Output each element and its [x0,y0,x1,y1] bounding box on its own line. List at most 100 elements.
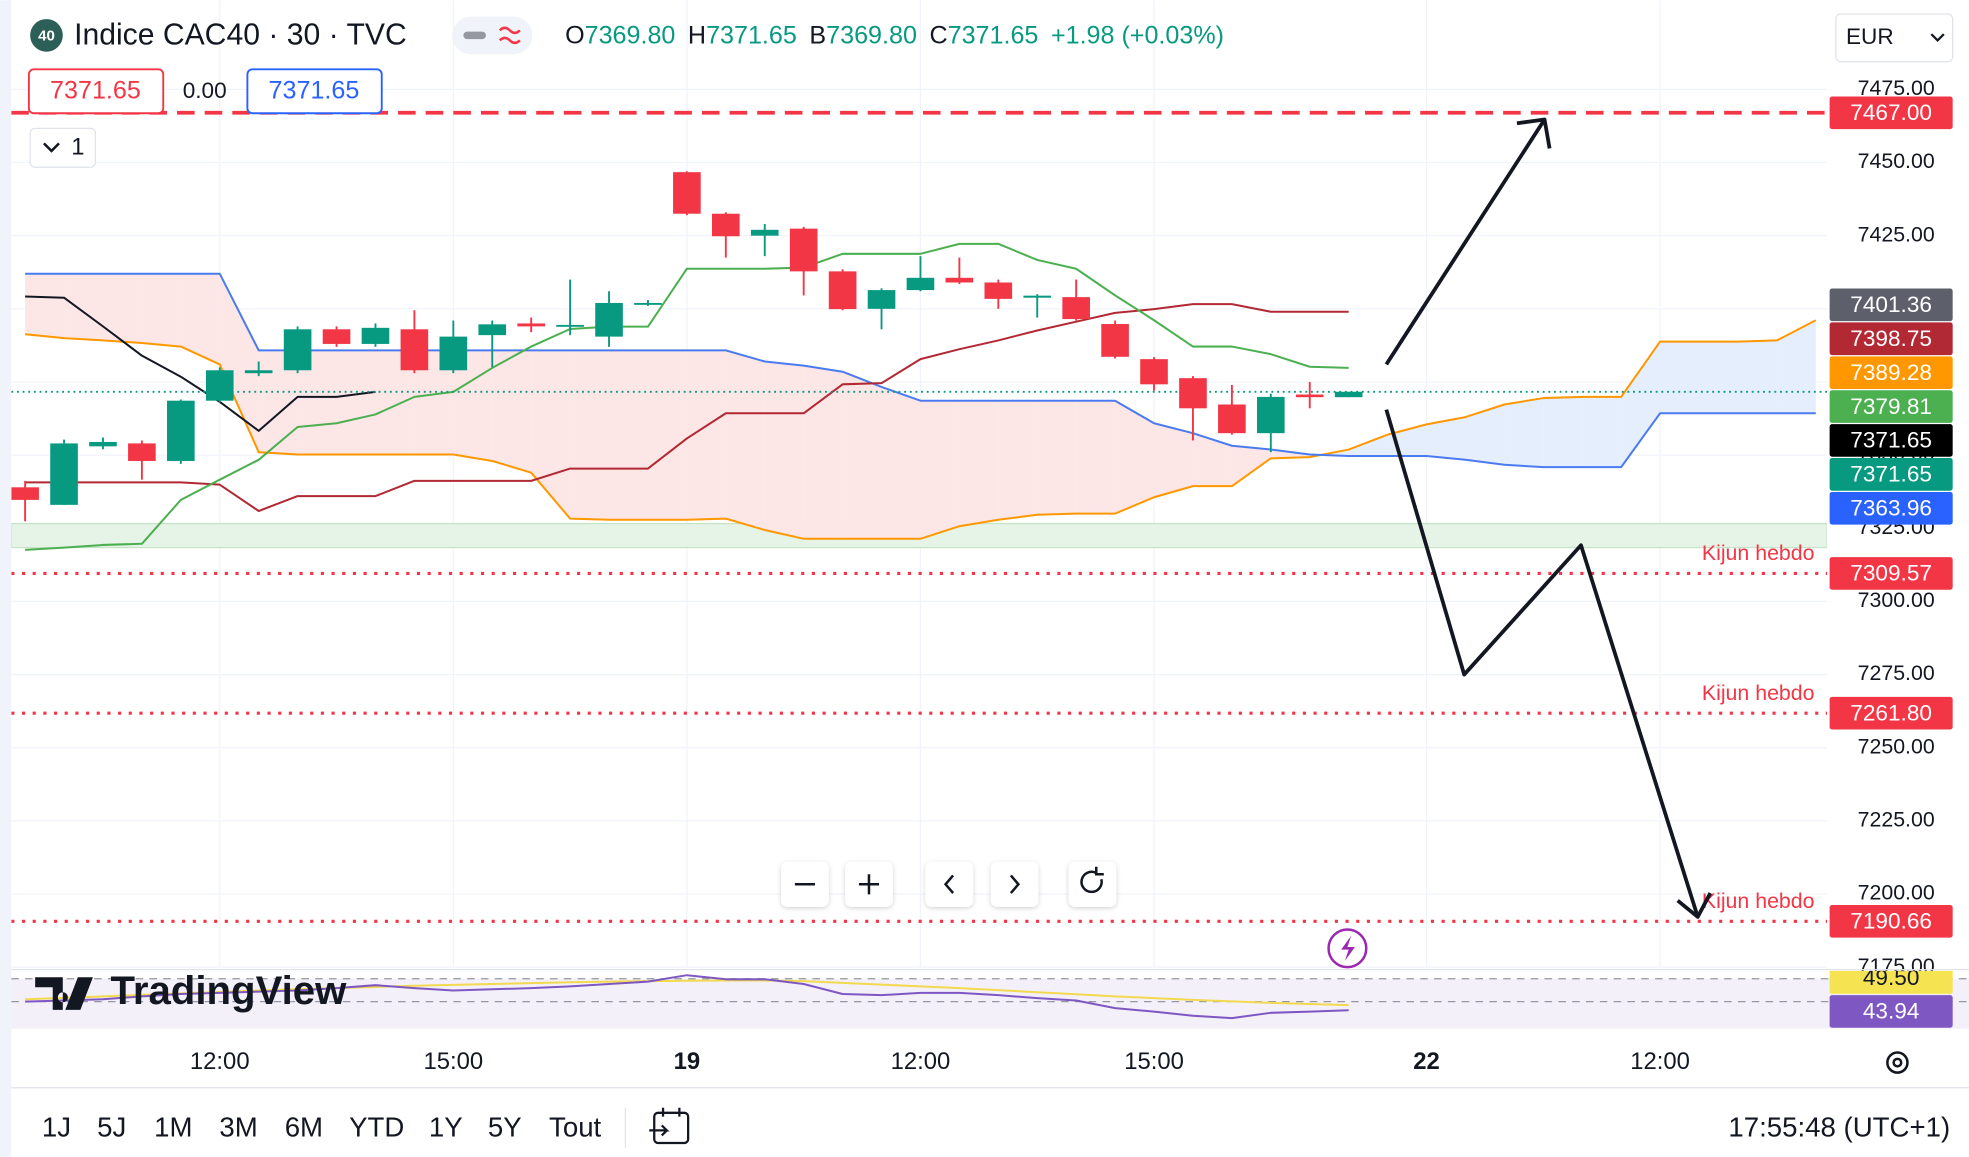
x-tick-label: 15:00 [1124,1048,1184,1075]
candle-body [867,290,896,309]
calendar-icon[interactable] [653,1111,690,1145]
zoom-controls [781,861,1117,907]
y-tick-label: 7425.00 [1858,222,1935,246]
price-tag [1829,96,1953,130]
range-button[interactable]: 1Y [429,1111,463,1142]
line [25,319,1817,540]
candle-body [244,370,273,374]
y-tick-label: 7475.00 [1858,76,1935,100]
candle-body [50,443,78,505]
price-tag [1829,491,1953,525]
candle-body [1062,297,1090,320]
arrow-head [1676,892,1712,919]
cloud [959,400,999,527]
y-tick-label: 7275.00 [1858,661,1935,685]
range-button[interactable]: 3M [219,1111,257,1142]
cloud [725,350,765,531]
hline-label: Kijun hebdo [1702,681,1815,705]
price-tag-label: 7261.80 [1850,700,1932,725]
symbol-title[interactable]: Indice CAC40 · 30 · TVC [74,19,407,52]
range-button[interactable]: 5J [97,1111,126,1142]
candle-body [673,172,701,214]
x-tick-label: 12:00 [891,1048,951,1075]
price-tag [1829,970,1953,994]
line [25,242,1349,551]
cloud [1543,396,1583,468]
range-button[interactable]: Tout [549,1111,602,1142]
sell-button[interactable] [27,68,165,115]
price-tag-label: 7379.81 [1850,394,1932,419]
range-button[interactable]: 6M [285,1111,323,1142]
cloud [1504,398,1544,468]
cloud [842,371,882,539]
price-tag-label: 49.50 [1863,965,1920,990]
candle-body [595,302,623,337]
buy-button[interactable] [246,68,383,115]
cloud [1231,445,1271,487]
price-tag-label: 43.94 [1863,999,1920,1024]
candle-body [439,336,468,371]
cloud [1660,341,1700,414]
symbol-badge [30,19,63,52]
icon [1080,866,1104,894]
logo-mark [35,977,93,1010]
calendar-icon [649,1107,681,1137]
indicator-pill[interactable] [452,16,533,55]
left-edge [0,0,12,1157]
candle-body [906,277,935,291]
chevron [43,142,60,153]
cloud [803,365,843,539]
cloud [1426,417,1466,460]
range-button[interactable]: 5Y [488,1111,522,1142]
scroll-right[interactable] [990,861,1039,907]
candle-body [478,324,507,336]
y-tick-label: 7300.00 [1858,588,1935,612]
currency-select[interactable] [1835,13,1954,63]
cloud [1076,400,1116,514]
price-tag-label: 7371.65 [1850,462,1932,487]
line [25,979,1349,1007]
layout-toggle[interactable] [29,127,97,168]
candle-body [128,443,156,461]
cloud [1115,400,1155,514]
candle-body [517,323,545,327]
arrow-up [1384,118,1547,366]
cloud [1192,433,1232,487]
scroll-left[interactable] [925,861,974,907]
candle-body [1140,359,1168,385]
pill-icon [463,31,486,40]
cloud [258,350,298,455]
range-button[interactable]: 1M [154,1111,192,1142]
candle-body [1023,295,1052,298]
candle-body [1179,378,1207,409]
settings-icon[interactable] [1886,1051,1909,1074]
cloud [1154,423,1193,498]
price-tag-label: 7371.65 [1850,428,1932,453]
x-tick-label: 19 [674,1048,701,1075]
hline-label: Kijun hebdo [1702,889,1815,913]
y-tick-label: 7200.00 [1858,881,1935,905]
cloud [686,350,726,520]
cloud [1037,400,1077,515]
candle-body [828,271,857,310]
cloud [1348,434,1388,456]
cloud [102,273,142,344]
cloud [764,361,804,539]
main-pane: Kijun hebdo Kijun hebdo Kijun hebdo [11,0,1828,968]
reset[interactable] [1068,861,1117,907]
ohlc-value: 7371.65 [948,21,1039,49]
ohlc-value: 7369.80 [826,21,917,49]
icon [1009,874,1021,894]
candle-body [322,329,351,344]
range-button[interactable]: 1J [42,1111,71,1142]
cloud [570,350,610,520]
price-tag [1829,458,1953,491]
x-tick-label: 12:00 [190,1048,250,1075]
line [25,272,1816,469]
cloud [998,400,1038,520]
range-button[interactable]: YTD [349,1111,404,1142]
cloud [920,400,960,539]
candle-body [11,487,39,500]
rsi-tags: 49.50 43.94 [1829,965,1953,1028]
y-tick-label: 7450.00 [1858,149,1935,173]
